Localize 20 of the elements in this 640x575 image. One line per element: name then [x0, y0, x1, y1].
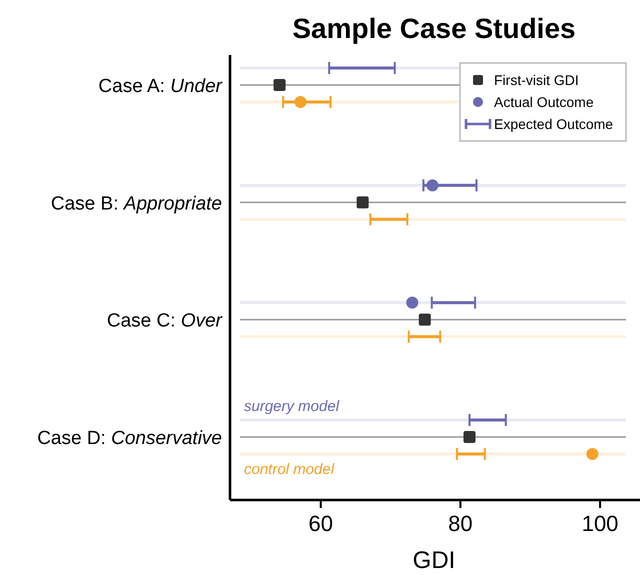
bar	[432, 301, 476, 304]
y-tick-label: Case A: Under	[98, 76, 223, 97]
x-tick-label: 100	[582, 511, 618, 536]
x-axis-title: GDI	[412, 547, 456, 574]
bar	[456, 452, 485, 456]
legend-label: Expected Outcome	[494, 116, 614, 132]
legend-label: First-visit GDI	[494, 72, 579, 88]
bar	[470, 418, 506, 422]
y-tick-label: Case D: Conservative	[37, 428, 222, 449]
x-tick-label: 80	[448, 511, 473, 536]
x-tick-label: 60	[308, 511, 334, 536]
annotation: surgery model	[244, 398, 340, 415]
annotation: control model	[244, 461, 335, 478]
y-tick-label: Case C: Over	[106, 310, 223, 332]
bar	[370, 218, 408, 221]
bar	[329, 66, 395, 70]
bar	[408, 335, 440, 338]
chart-title: Sample Case Studies	[292, 13, 576, 44]
legend-label: Actual Outcome	[494, 94, 594, 110]
y-tick-label: Case B: Appropriate	[50, 193, 222, 214]
